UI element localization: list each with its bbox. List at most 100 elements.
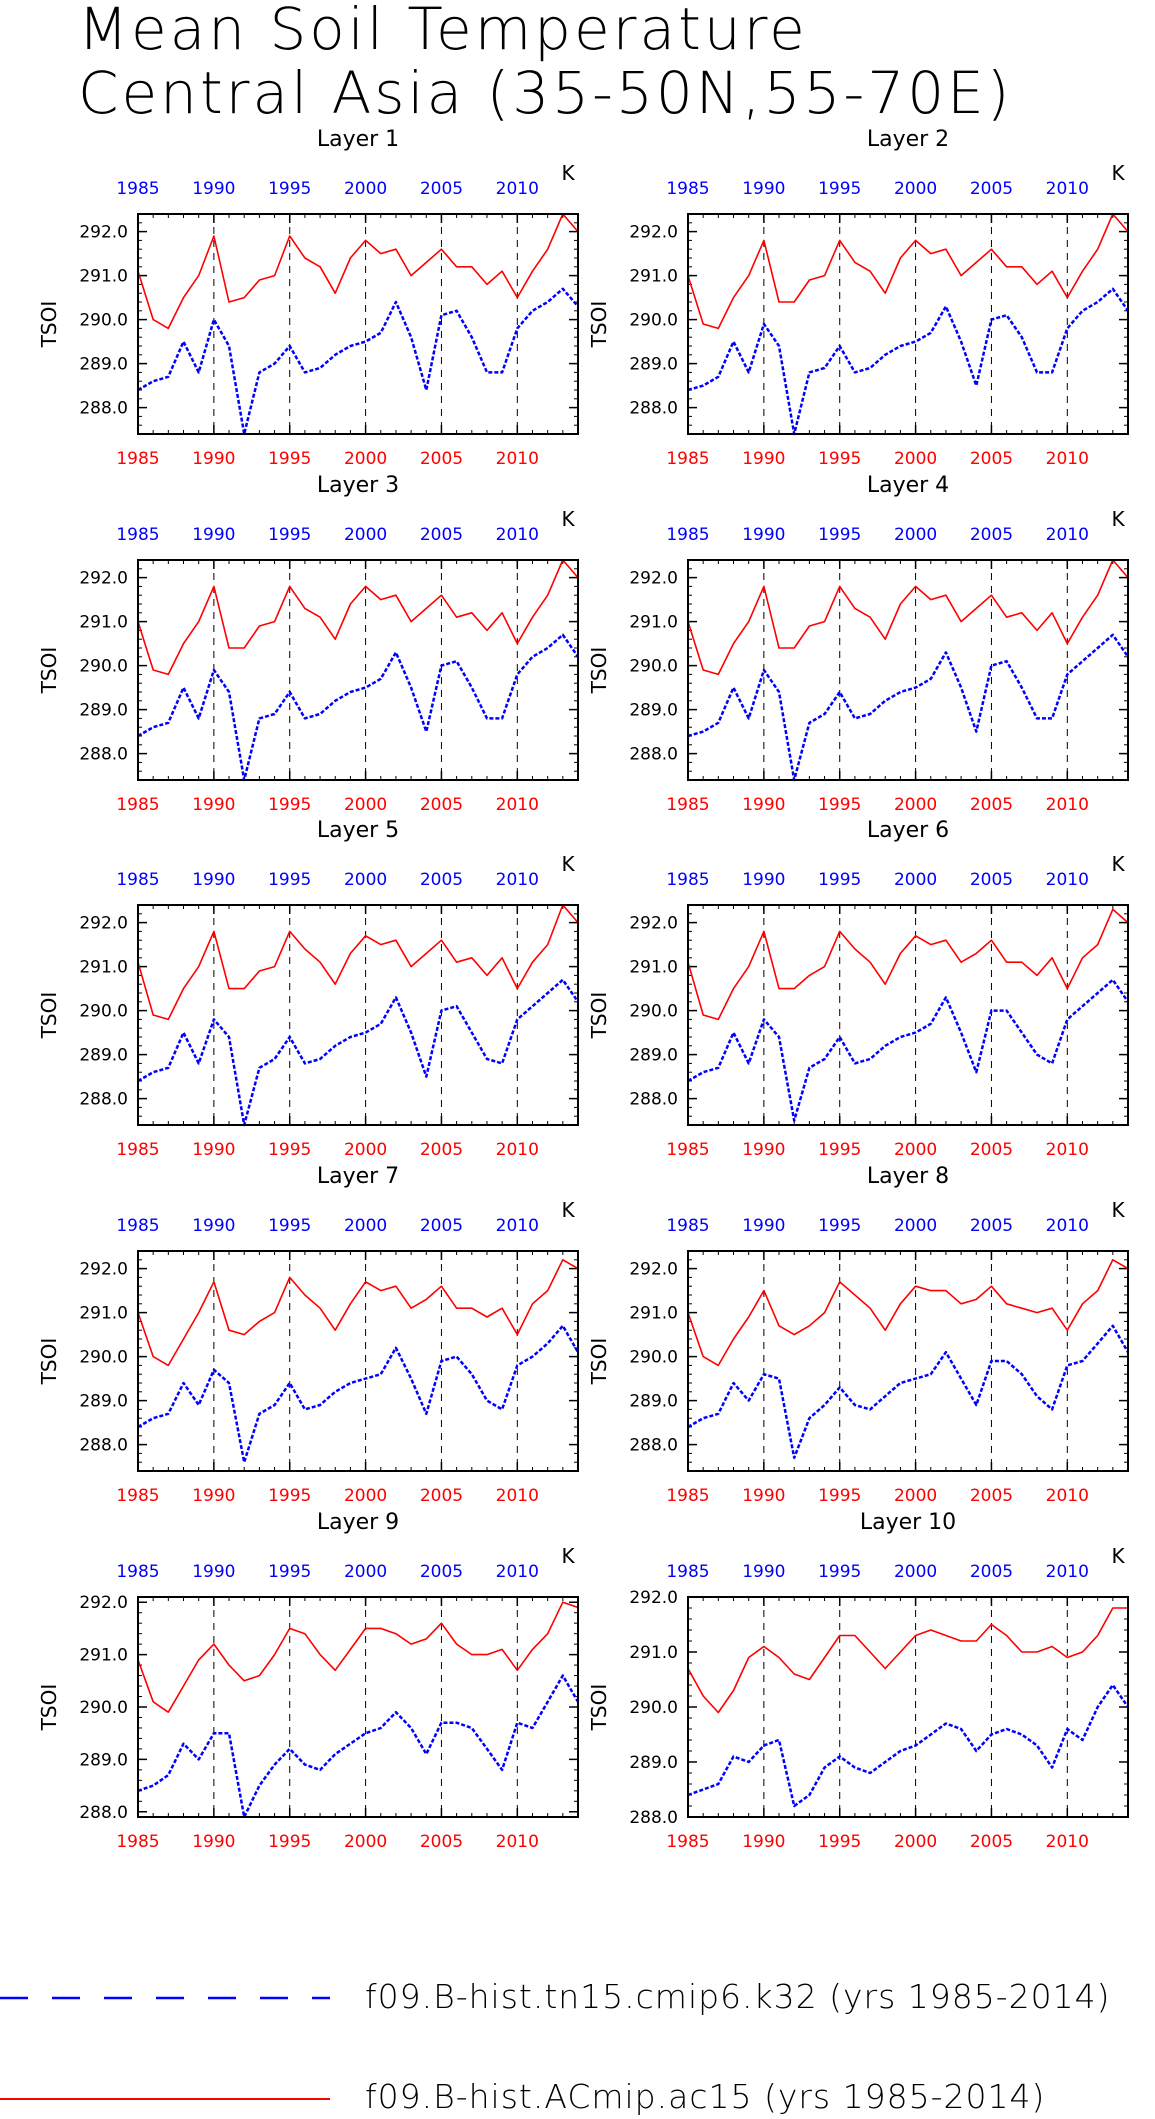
x-tick-label-bottom: 1995 — [268, 1486, 311, 1506]
panel-layer-1: Layer 1 K TSOI 1985 1985 1990 1990 1995 1995 2000… — [37, 127, 579, 469]
x-tick-label-top: 1985 — [116, 1562, 159, 1582]
y-tick-label: 292.0 — [79, 1260, 128, 1280]
y-tick-label: 289.0 — [79, 355, 128, 375]
series-line-dashed — [687, 1683, 1130, 1808]
x-tick-label-bottom: 2010 — [1046, 1832, 1089, 1852]
x-tick-label-bottom: 1985 — [666, 1140, 709, 1160]
x-tick-label-top: 1995 — [268, 525, 311, 545]
y-tick-label: 288.0 — [79, 745, 128, 765]
x-tick-label-top: 2000 — [344, 525, 387, 545]
y-tick-label: 289.0 — [629, 1046, 678, 1066]
x-tick-label-bottom: 2000 — [344, 795, 387, 815]
y-tick-label: 292.0 — [79, 914, 128, 934]
x-tick-label-bottom: 2000 — [344, 1140, 387, 1160]
x-tick-label-bottom: 1985 — [666, 449, 709, 469]
panel-title: Layer 6 — [867, 818, 949, 843]
y-tick-label: 290.0 — [79, 1002, 128, 1022]
units-label: K — [1111, 507, 1125, 531]
panel-title: Layer 9 — [317, 1510, 399, 1535]
series-line-solid — [687, 1607, 1128, 1714]
units-label: K — [561, 1198, 575, 1222]
x-tick-label-top: 2000 — [894, 870, 937, 890]
x-tick-label-bottom: 2000 — [894, 1486, 937, 1506]
x-tick-label-bottom: 2005 — [420, 449, 463, 469]
x-tick-label-bottom: 1985 — [666, 795, 709, 815]
y-tick-label: 291.0 — [629, 1304, 678, 1324]
series-line-solid — [687, 213, 1129, 330]
x-tick-label-bottom: 1985 — [116, 449, 159, 469]
x-tick-label-top: 2010 — [496, 1562, 539, 1582]
x-tick-label-bottom: 2005 — [420, 1486, 463, 1506]
x-tick-label-top: 2005 — [420, 870, 463, 890]
x-tick-label-top: 2005 — [970, 870, 1013, 890]
y-tick-label: 291.0 — [79, 1304, 128, 1324]
x-tick-label-bottom: 1985 — [116, 1832, 159, 1852]
units-label: K — [1111, 852, 1125, 876]
x-tick-label-bottom: 1995 — [268, 1832, 311, 1852]
x-tick-label-top: 2000 — [344, 1216, 387, 1236]
y-tick-label: 291.0 — [79, 613, 128, 633]
x-tick-label-bottom: 2000 — [344, 1832, 387, 1852]
plot-frame — [687, 904, 1129, 1126]
panel-layer-5: Layer 5 K TSOI 1985 1985 1990 1990 1995 1995 2000… — [37, 818, 580, 1160]
x-tick-label-top: 1990 — [192, 1216, 235, 1236]
x-tick-label-top: 1995 — [268, 179, 311, 199]
x-tick-label-top: 1995 — [818, 1216, 861, 1236]
y-tick-label: 292.0 — [79, 569, 128, 589]
x-tick-label-bottom: 1990 — [742, 449, 785, 469]
y-tick-label: 291.0 — [629, 613, 678, 633]
panel-title: Layer 1 — [317, 127, 399, 152]
x-tick-label-bottom: 1995 — [818, 1832, 861, 1852]
x-tick-label-bottom: 2005 — [420, 795, 463, 815]
y-axis-label: TSOI — [587, 301, 611, 349]
plot-frame — [137, 559, 579, 781]
x-tick-label-top: 1985 — [666, 525, 709, 545]
series-line-dashed — [687, 978, 1130, 1122]
chart-panels: Layer 1 K TSOI 1985 1985 1990 1990 1995 1995 2000… — [37, 127, 1130, 1852]
x-tick-label-bottom: 2010 — [1046, 1486, 1089, 1506]
chart-title-line-1: Mean Soil Temperature — [78, 0, 808, 63]
x-tick-label-top: 1985 — [666, 179, 709, 199]
units-label: K — [561, 1544, 575, 1568]
x-tick-label-bottom: 1995 — [818, 449, 861, 469]
y-tick-label: 288.0 — [629, 399, 678, 419]
y-tick-label: 290.0 — [629, 311, 678, 331]
series-line-solid — [137, 1601, 579, 1713]
x-tick-label-bottom: 2010 — [1046, 795, 1089, 815]
plot-frame — [687, 213, 1129, 435]
y-axis-label: TSOI — [587, 992, 611, 1040]
y-tick-label: 291.0 — [79, 267, 128, 287]
y-tick-label: 289.0 — [629, 1392, 678, 1412]
units-label: K — [1111, 161, 1125, 185]
x-tick-label-top: 2010 — [496, 1216, 539, 1236]
panel-title: Layer 7 — [317, 1164, 399, 1189]
x-tick-label-bottom: 2000 — [344, 1486, 387, 1506]
x-tick-label-bottom: 1995 — [818, 795, 861, 815]
x-tick-label-top: 2005 — [970, 1562, 1013, 1582]
plot-frame — [137, 904, 579, 1126]
panel-title: Layer 2 — [867, 127, 949, 152]
plot-frame — [687, 1596, 1129, 1818]
plot-frame — [687, 1250, 1129, 1472]
x-tick-label-bottom: 1985 — [116, 1486, 159, 1506]
panel-title: Layer 5 — [317, 818, 399, 843]
plot-frame — [137, 1250, 579, 1472]
y-axis-label: TSOI — [587, 1338, 611, 1386]
x-tick-label-bottom: 2010 — [496, 1832, 539, 1852]
x-tick-label-bottom: 1995 — [818, 1486, 861, 1506]
x-tick-label-top: 2005 — [420, 179, 463, 199]
panel-layer-10: Layer 10 K TSOI 1985 1985 1990 1990 1995 1995 200… — [587, 1510, 1130, 1852]
y-tick-label: 292.0 — [79, 223, 128, 243]
y-tick-label: 292.0 — [629, 223, 678, 243]
units-label: K — [561, 852, 575, 876]
legend: f09.B-hist.tn15.cmip6.k32 (yrs 1985-2014… — [0, 1920, 1155, 2119]
y-axis-label: TSOI — [37, 647, 61, 695]
panel-layer-9: Layer 9 K TSOI 1985 1985 1990 1990 1995 1995 2000… — [37, 1510, 580, 1852]
x-tick-label-top: 2000 — [344, 870, 387, 890]
series-line-dashed — [687, 1324, 1130, 1460]
x-tick-label-top: 2000 — [894, 179, 937, 199]
series-line-dashed — [137, 1324, 580, 1464]
x-tick-label-top: 1985 — [116, 179, 159, 199]
x-tick-label-top: 1990 — [742, 1216, 785, 1236]
x-tick-label-bottom: 2010 — [1046, 449, 1089, 469]
